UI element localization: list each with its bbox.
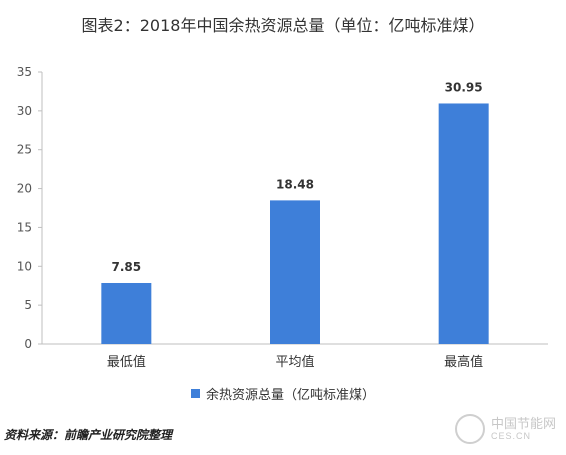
bar	[101, 282, 152, 344]
legend: 余热资源总量（亿吨标准煤）	[0, 384, 566, 403]
y-tick-label: 20	[17, 182, 32, 196]
y-tick-label: 5	[24, 298, 32, 312]
watermark-url: CES.CN	[490, 431, 531, 441]
y-tick-label: 10	[17, 259, 32, 273]
legend-label: 余热资源总量（亿吨标准煤）	[205, 388, 375, 403]
data-label: 7.85	[112, 260, 142, 274]
chart-title: 图表2：2018年中国余热资源总量（单位：亿吨标准煤）	[81, 16, 485, 35]
x-category-label: 最高值	[444, 354, 483, 370]
data-label: 30.95	[445, 80, 483, 94]
x-category-label: 平均值	[275, 354, 314, 370]
y-tick-label: 15	[17, 220, 32, 234]
watermark-name: 中国节能网	[490, 416, 556, 431]
bar	[438, 103, 489, 344]
bars	[101, 103, 489, 344]
y-tick-label: 30	[17, 104, 32, 118]
y-ticks: 0 5 10 15 20 25 30 35	[17, 65, 42, 351]
y-tick-label: 25	[17, 143, 32, 157]
watermark-logo-icon	[454, 414, 485, 444]
bar	[270, 200, 320, 344]
data-label: 18.48	[276, 177, 314, 191]
legend-swatch	[190, 389, 200, 398]
category-labels: 最低值 平均值 最高值	[107, 354, 483, 370]
y-tick-label: 0	[24, 337, 32, 351]
source-note: 资料来源：前瞻产业研究院整理	[4, 428, 173, 442]
data-labels: 7.85 18.48 30.95	[112, 80, 483, 274]
watermark: 中国节能网 CES.CN	[454, 414, 556, 444]
x-category-label: 最低值	[107, 354, 146, 370]
y-tick-label: 35	[17, 65, 32, 79]
